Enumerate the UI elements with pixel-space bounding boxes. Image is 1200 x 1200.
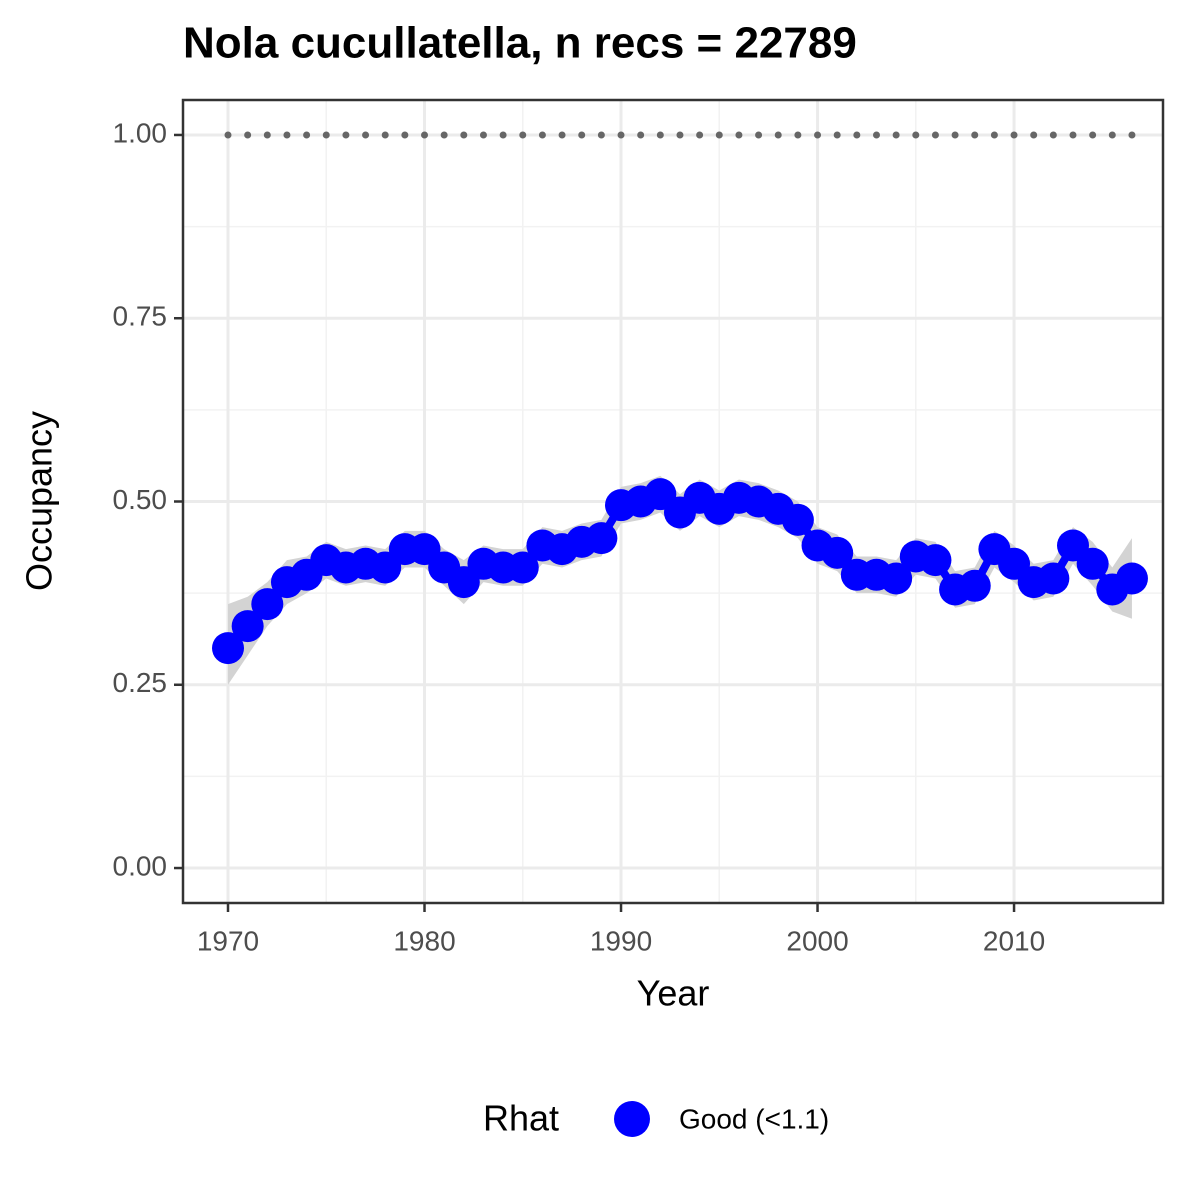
data-point: [1076, 547, 1109, 580]
data-point: [919, 544, 952, 577]
data-point: [1115, 562, 1148, 595]
y-tick-label: 0.50: [113, 484, 168, 515]
data-point: [506, 551, 539, 584]
y-tick-label: 1.00: [113, 117, 168, 148]
data-point: [958, 569, 991, 602]
x-tick-label: 1990: [590, 925, 652, 956]
legend-title: Rhat: [483, 1098, 559, 1139]
chart-title: Nola cucullatella, n recs = 22789: [183, 19, 857, 68]
y-tick-label: 0.75: [113, 301, 168, 332]
y-axis-title: Occupancy: [19, 411, 60, 591]
y-tick-label: 0.25: [113, 667, 168, 698]
legend-label: Good (<1.1): [679, 1103, 829, 1134]
data-point: [821, 536, 854, 569]
plot-border: [181, 98, 1165, 905]
data-point: [1037, 562, 1070, 595]
y-tick-label: 0.00: [113, 850, 168, 881]
data-point: [212, 632, 245, 665]
x-tick-label: 2000: [786, 925, 848, 956]
x-tick-label: 2010: [983, 925, 1045, 956]
legend-marker: [614, 1101, 650, 1137]
data-point: [251, 588, 284, 621]
x-axis-title: Year: [637, 973, 710, 1014]
x-tick-label: 1980: [393, 925, 455, 956]
data-point: [781, 503, 814, 536]
x-tick-label: 1970: [197, 925, 259, 956]
data-point: [231, 610, 264, 643]
data-point: [585, 522, 618, 555]
data-point: [880, 562, 913, 595]
